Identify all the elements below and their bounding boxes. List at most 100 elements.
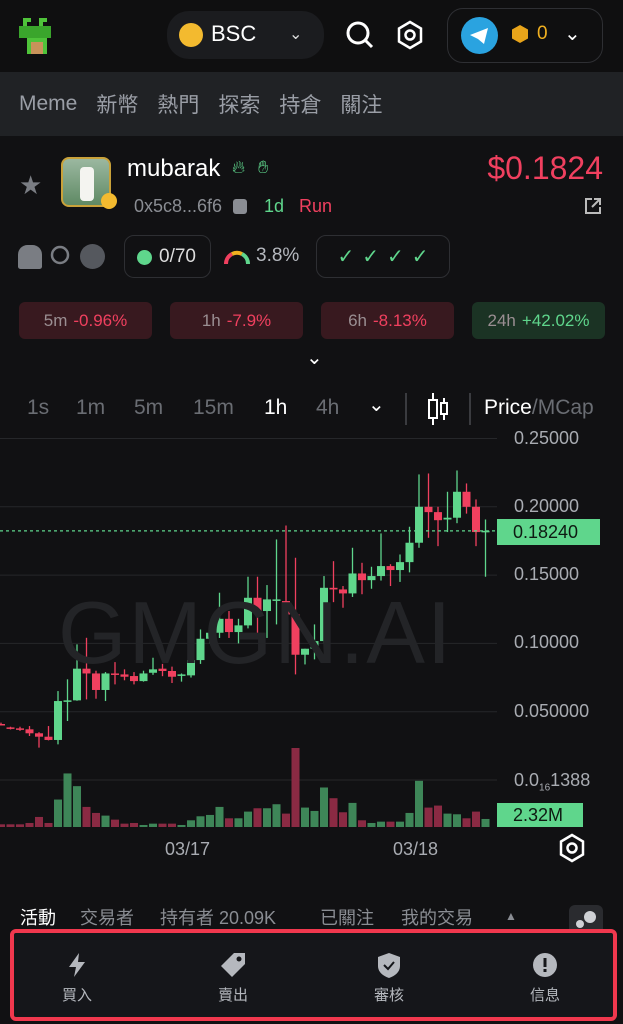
change-value: -7.9% xyxy=(226,310,272,330)
volume-bar xyxy=(453,814,461,827)
info-button[interactable]: 信息 xyxy=(495,952,595,1005)
candle-body xyxy=(472,506,480,533)
candle-body xyxy=(291,614,300,655)
timeframe-4h[interactable]: 4h xyxy=(316,396,340,419)
candle-body xyxy=(263,599,271,612)
volume-bar xyxy=(462,818,471,827)
volume-bar xyxy=(367,822,376,827)
buy-label: 買入 xyxy=(61,987,92,1004)
chart-settings-icon[interactable] xyxy=(558,833,586,868)
mcap-mode[interactable]: MCap xyxy=(537,396,594,419)
buy-button[interactable]: 買入 xyxy=(27,952,127,1005)
telegram-icon xyxy=(461,17,498,54)
volume-bar xyxy=(396,821,404,827)
shield-check-icon xyxy=(378,953,400,978)
volume-bar xyxy=(424,807,433,827)
audit-button[interactable]: 審核 xyxy=(339,952,439,1005)
volume-bar xyxy=(0,824,5,827)
candle-body xyxy=(44,736,53,740)
more-timeframes-chevron-icon[interactable]: ⌄ xyxy=(368,394,385,416)
tab-holders[interactable]: 持有者 20.09K xyxy=(160,908,277,928)
candle-body xyxy=(6,727,15,729)
bnb-icon xyxy=(179,23,203,47)
tab-my-trades[interactable]: 我的交易 xyxy=(401,908,473,928)
candle-body xyxy=(63,700,72,702)
gmgn-logo[interactable] xyxy=(19,18,59,59)
volume-bar xyxy=(130,822,138,827)
timeframe-1h[interactable]: 1h xyxy=(264,396,288,419)
timeframe-1s[interactable]: 1s xyxy=(27,396,50,419)
wallet-button[interactable]: 0 ⌄ xyxy=(447,8,603,63)
candle-body xyxy=(0,723,5,726)
top10-percent: 3.8% xyxy=(256,245,300,266)
candle-body xyxy=(215,618,224,633)
nav-holdings[interactable]: 持倉 xyxy=(279,94,322,117)
timeframe-5m[interactable]: 5m xyxy=(134,396,164,419)
tab-activity[interactable]: 活動 xyxy=(20,908,56,928)
candle-body xyxy=(25,729,34,734)
token-address: 0x5c8...6f6 xyxy=(134,196,223,216)
security-checks[interactable]: ✓ ✓ ✓ ✓ xyxy=(316,235,450,278)
change-1h[interactable]: 1h -7.9% xyxy=(170,302,303,339)
price-mcap-toggle[interactable]: Price/MCap xyxy=(484,396,594,420)
sell-button[interactable]: 賣出 xyxy=(183,952,283,1005)
volume-bar xyxy=(358,820,366,827)
search-icon[interactable] xyxy=(345,20,375,55)
candle-body xyxy=(54,701,62,740)
snipers-box[interactable]: 0/70 xyxy=(124,235,211,278)
tab-following[interactable]: 已關注 xyxy=(320,908,374,928)
timeframe-15m[interactable]: 15m xyxy=(193,396,234,419)
lightning-icon xyxy=(69,953,85,977)
tab-traders[interactable]: 交易者 xyxy=(80,908,134,928)
expand-chevron-icon[interactable]: ⌄ xyxy=(306,347,323,369)
nav-trending[interactable]: 熱門 xyxy=(157,94,200,117)
audit-label: 審核 xyxy=(373,987,404,1004)
nav-new[interactable]: 新幣 xyxy=(96,94,139,117)
favorite-star-icon[interactable]: ★ xyxy=(19,170,43,200)
candle-body xyxy=(92,673,100,690)
candle-body xyxy=(187,660,195,676)
price-chart[interactable] xyxy=(0,0,623,880)
watermark: GMGN.AI xyxy=(58,583,454,682)
volume-bar xyxy=(82,806,91,827)
y-tick-label: 0.050000 xyxy=(514,700,590,721)
current-price-label: 0.18240 xyxy=(497,519,600,545)
x-tick-label: 03/17 xyxy=(165,839,211,859)
nav-explore[interactable]: 探索 xyxy=(218,94,261,117)
candle-body xyxy=(367,576,376,581)
volume-bar xyxy=(272,804,281,827)
external-link-icon[interactable] xyxy=(583,196,603,221)
chain-selector[interactable]: BSC ⌄ xyxy=(167,11,324,59)
candle-body xyxy=(73,668,81,701)
copy-icon[interactable] xyxy=(233,199,247,214)
change-24h[interactable]: 24h +42.02% xyxy=(472,302,605,339)
settings-icon[interactable] xyxy=(396,20,424,55)
candle-body xyxy=(130,676,138,682)
candle-body xyxy=(282,601,290,615)
nav-meme[interactable]: Meme xyxy=(19,92,78,115)
y-tick-label: 0.10000 xyxy=(514,632,580,653)
search-scan-icon xyxy=(50,245,74,274)
volume-bar xyxy=(177,824,186,827)
volume-bar xyxy=(196,816,205,827)
change-value: +42.02% xyxy=(521,310,590,330)
collapse-triangle-icon[interactable]: ▲ xyxy=(505,909,517,923)
price-mode[interactable]: Price xyxy=(484,396,532,419)
change-6h[interactable]: 6h -8.13% xyxy=(321,302,454,339)
change-5m[interactable]: 5m -0.96% xyxy=(19,302,152,339)
nav-following[interactable]: 關注 xyxy=(340,94,383,117)
token-name: mubarak xyxy=(127,155,221,182)
volume-bar xyxy=(25,822,34,827)
chevron-down-icon: ⌄ xyxy=(564,23,581,45)
volume-bar xyxy=(405,812,414,827)
candle-body xyxy=(35,733,43,737)
y-tick-label: 0.15000 xyxy=(514,564,580,585)
snipers-count: 0/70 xyxy=(159,246,196,267)
volume-bar xyxy=(54,799,62,827)
volume-bar xyxy=(92,812,100,827)
chart-circle-icon xyxy=(80,244,105,269)
volume-bar xyxy=(158,823,167,827)
candle-body xyxy=(424,506,433,513)
candlestick-type-icon[interactable] xyxy=(426,392,450,431)
timeframe-1m[interactable]: 1m xyxy=(76,396,106,419)
